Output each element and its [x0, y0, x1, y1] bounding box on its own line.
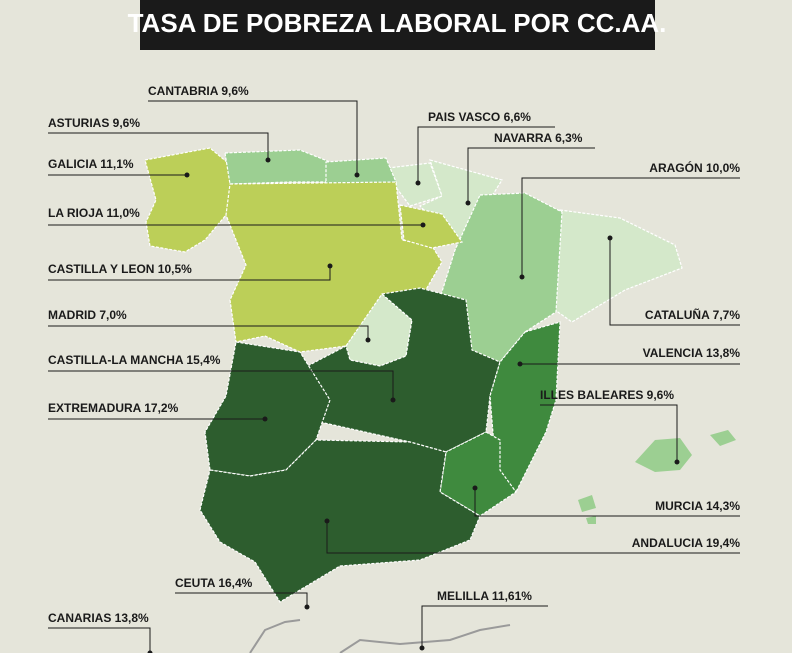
labels: CANTABRIA 9,6% ASTURIAS 9,6% GALICIA 11,1%…	[48, 84, 740, 653]
leader-dot	[327, 263, 333, 269]
region-label: GALICIA 11,1%	[48, 157, 134, 171]
leader-dot	[184, 172, 190, 178]
leader-dot	[390, 397, 396, 403]
leader-dot	[472, 485, 478, 491]
leader-dot	[147, 650, 153, 653]
pais-vasco	[387, 162, 443, 207]
la-rioja	[399, 204, 464, 249]
asturias	[224, 149, 331, 185]
region-label: CANTABRIA 9,6%	[148, 84, 249, 98]
baleares	[578, 430, 736, 524]
region-label: NAVARRA 6,3%	[494, 131, 583, 145]
region-label: CANARIAS 13,8%	[48, 611, 149, 625]
leader-dot	[420, 222, 426, 228]
region-label: EXTREMADURA 17,2%	[48, 401, 179, 415]
leader-dot	[324, 518, 330, 524]
title-box	[140, 0, 655, 50]
regions	[144, 147, 736, 603]
region-label: CEUTA 16,4%	[175, 576, 253, 590]
galicia	[144, 147, 233, 253]
leader-dot	[465, 200, 471, 206]
title: TASA DE POBREZA LABORAL POR CC.AA.	[128, 8, 667, 38]
region-label: MELILLA 11,61%	[437, 589, 532, 603]
region-label: PAIS VASCO 6,6%	[428, 110, 531, 124]
leader-dot	[304, 604, 310, 610]
leader-dot	[415, 180, 421, 186]
region-label: MURCIA 14,3%	[655, 499, 740, 513]
region-label: LA RIOJA 11,0%	[48, 206, 140, 220]
leader-dot	[674, 459, 680, 465]
leader-dot	[519, 274, 525, 280]
region-label: ARAGÓN 10,0%	[649, 160, 740, 175]
leader-dot	[354, 172, 360, 178]
region-label: CATALUÑA 7,7%	[645, 307, 740, 322]
region-label: CASTILLA-LA MANCHA 15,4%	[48, 353, 221, 367]
andalucia	[199, 439, 481, 603]
murcia	[439, 431, 517, 517]
region-label: MADRID 7,0%	[48, 308, 127, 322]
region-label: CASTILLA Y LEON 10,5%	[48, 262, 192, 276]
leaders	[48, 100, 740, 653]
leader-dot	[517, 361, 523, 367]
leader-dot	[365, 337, 371, 343]
region-label: VALENCIA 13,8%	[643, 346, 741, 360]
extremadura	[204, 341, 331, 477]
region-label: ANDALUCIA 19,4%	[632, 536, 741, 550]
region-label: ILLES BALEARES 9,6%	[540, 388, 674, 402]
leader-dot	[262, 416, 268, 422]
region-label: ASTURIAS 9,6%	[48, 116, 140, 130]
leader-dot	[265, 157, 271, 163]
leader-dot	[607, 235, 613, 241]
coastline	[249, 619, 511, 653]
cataluna	[554, 209, 683, 323]
leader-dot	[419, 645, 425, 651]
